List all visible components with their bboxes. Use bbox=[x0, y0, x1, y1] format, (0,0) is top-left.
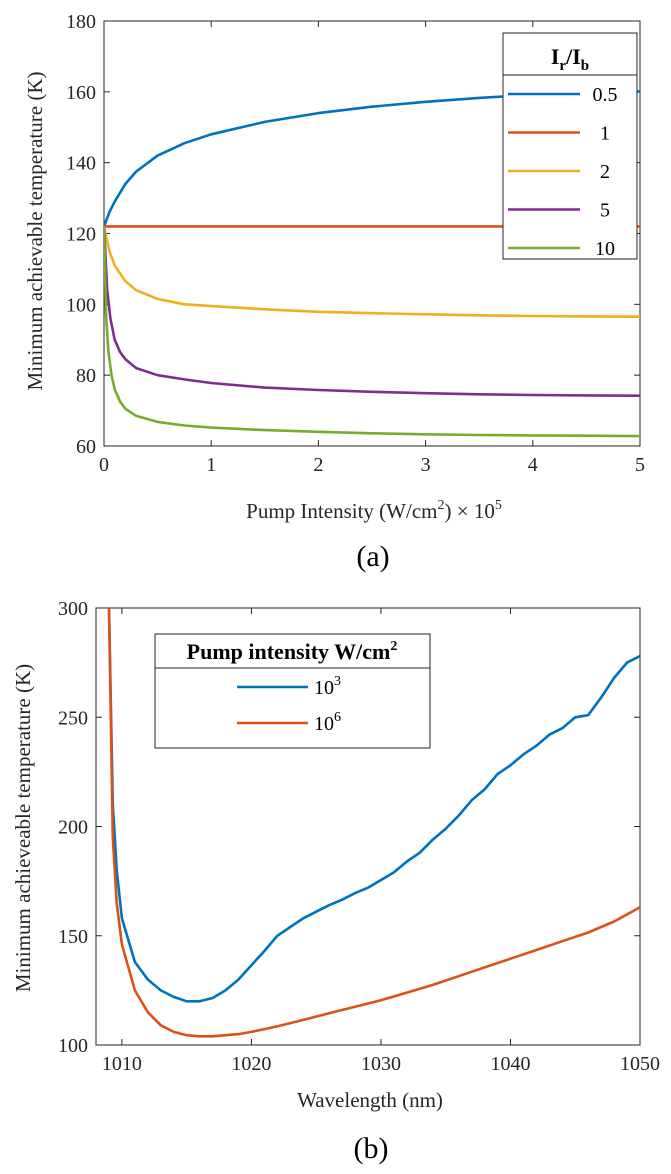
chart-a-legend: Ir/Ib 0.5 1 2 5 10 bbox=[502, 32, 638, 260]
chart-b-legend-label-exp: 3 bbox=[334, 674, 341, 689]
chart-a-x-tick-label: 0 bbox=[99, 454, 109, 476]
chart-a-x-tick-label: 1 bbox=[206, 454, 216, 476]
chart-a-x-tick-label: 3 bbox=[421, 454, 431, 476]
chart-a-y-tick-label: 100 bbox=[66, 294, 96, 316]
chart-b-legend-label-base: 10 bbox=[314, 713, 334, 735]
chart-b-y-tick-label: 200 bbox=[58, 817, 88, 839]
chart-a-x-axis-label: Pump Intensity (W/cm2) × 105 bbox=[246, 498, 502, 523]
chart-a: 0 1 2 3 4 5 60 80 100 120 140 160 180 Minimum achiev… bbox=[23, 11, 645, 573]
chart-a-legend-items: 0.5 1 2 5 10 bbox=[508, 84, 618, 260]
chart-b-legend-label-base: 10 bbox=[314, 677, 334, 699]
chart-b-x-axis-label: Wavelength (nm) bbox=[297, 1088, 443, 1112]
chart-a-legend-box bbox=[502, 32, 638, 260]
chart-b-series-line-1 bbox=[107, 608, 640, 1038]
chart-b-panel-label: (b) bbox=[354, 1132, 389, 1165]
chart-a-legend-label: 1 bbox=[600, 123, 610, 145]
chart-a-legend-label: 10 bbox=[595, 238, 615, 260]
chart-a-x-tick-label: 2 bbox=[313, 454, 323, 476]
chart-b-y-tick-label: 250 bbox=[58, 707, 88, 729]
chart-a-y-tick-label: 160 bbox=[66, 82, 96, 104]
chart-a-y-tick-label: 140 bbox=[66, 153, 96, 175]
chart-a-y-tick-label: 120 bbox=[66, 224, 96, 246]
chart-b-x-tick-label: 1040 bbox=[490, 1053, 530, 1075]
chart-b-y-tick-label: 150 bbox=[58, 926, 88, 948]
chart-a-legend-label: 0.5 bbox=[593, 84, 618, 106]
chart-b-y-tick-label: 300 bbox=[58, 598, 88, 620]
chart-a-series-line-3 bbox=[104, 226, 640, 397]
chart-b-y-tick-label: 100 bbox=[58, 1035, 88, 1057]
chart-a-y-tick-label: 60 bbox=[76, 436, 96, 458]
chart-b-legend-label: 103 bbox=[314, 674, 341, 699]
chart-b-x-tick-label: 1020 bbox=[231, 1053, 271, 1075]
chart-a-panel-label: (a) bbox=[356, 540, 389, 573]
chart-b-legend-box bbox=[154, 633, 431, 749]
chart-a-legend-title: Ir/Ib bbox=[551, 44, 589, 74]
chart-a-series-line-4 bbox=[104, 226, 640, 438]
chart-a-y-tick-label: 180 bbox=[66, 11, 96, 33]
chart-a-x-tick-label: 4 bbox=[528, 454, 538, 476]
chart-a-y-axis-label: Minimum achievable temperature (K) bbox=[23, 72, 47, 391]
chart-a-series-line-2 bbox=[104, 226, 640, 318]
chart-a-legend-label: 2 bbox=[600, 161, 610, 183]
chart-a-y-tick-label: 80 bbox=[76, 365, 96, 387]
chart-b-legend-title: Pump intensity W/cm2 bbox=[187, 639, 398, 664]
chart-b-legend-label: 106 bbox=[314, 710, 341, 735]
chart-a-plot-area: 0 1 2 3 4 5 60 80 100 120 140 160 180 bbox=[66, 11, 645, 476]
chart-b-x-tick-label: 1030 bbox=[361, 1053, 401, 1075]
chart-a-x-tick-label: 5 bbox=[635, 454, 645, 476]
chart-b-series-line-0 bbox=[107, 608, 640, 1003]
chart-b-legend-label-exp: 6 bbox=[334, 710, 341, 725]
chart-b-y-axis-label: Minimum achieveable temperature (K) bbox=[11, 664, 35, 992]
chart-b-x-tick-label: 1010 bbox=[102, 1053, 142, 1075]
chart-b-x-tick-label: 1050 bbox=[620, 1053, 660, 1075]
chart-a-legend-label: 5 bbox=[600, 200, 610, 222]
